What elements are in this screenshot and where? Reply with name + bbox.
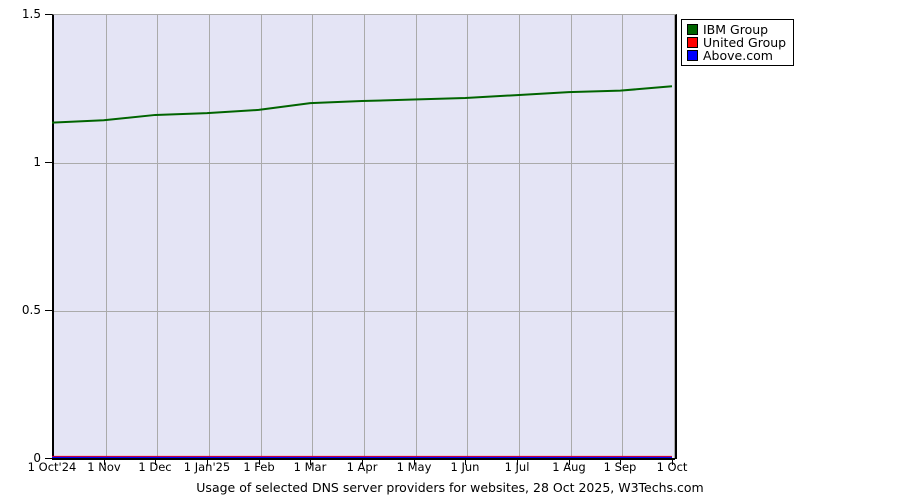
x-axis-label: 1 Dec <box>138 460 172 474</box>
y-axis-label: 0.5 <box>21 303 41 317</box>
series-line-ibm-group <box>52 86 672 122</box>
x-axis-label: 1 Oct <box>656 460 688 474</box>
x-tick-mark <box>104 460 105 465</box>
y-tick-mark <box>45 458 52 459</box>
x-tick-mark <box>362 460 363 465</box>
x-tick-mark <box>465 460 466 465</box>
x-tick-mark <box>672 460 673 465</box>
legend-color-swatch-above-com <box>687 50 698 61</box>
x-axis <box>52 458 675 460</box>
x-tick-mark <box>259 460 260 465</box>
x-axis-label: 1 Jun <box>450 460 480 474</box>
x-axis-label: 1 Jul <box>504 460 530 474</box>
x-axis-label: 1 Feb <box>243 460 275 474</box>
x-tick-mark <box>207 460 208 465</box>
gridline-vertical <box>209 15 210 459</box>
legend-item[interactable]: IBM Group <box>687 23 786 36</box>
gridline-vertical <box>674 15 675 459</box>
legend-color-swatch-united-group <box>687 37 698 48</box>
x-tick-mark <box>414 460 415 465</box>
legend-color-swatch-ibm-group <box>687 24 698 35</box>
legend-item[interactable]: United Group <box>687 36 786 49</box>
gridline-vertical <box>261 15 262 459</box>
x-axis-label: 1 Jan'25 <box>183 460 231 474</box>
gridline-vertical <box>519 15 520 459</box>
x-axis-label: 1 Apr <box>346 460 378 474</box>
gridline-horizontal <box>54 311 675 312</box>
gridline-vertical <box>312 15 313 459</box>
y-axis-label: 1.5 <box>21 7 41 21</box>
x-tick-mark <box>620 460 621 465</box>
y-axis-label: 1 <box>33 155 41 169</box>
y-tick-mark <box>45 310 52 311</box>
x-axis-label: 1 Aug <box>552 460 586 474</box>
gridline-vertical <box>106 15 107 459</box>
x-tick-mark <box>517 460 518 465</box>
x-tick-mark <box>155 460 156 465</box>
series-layer <box>52 14 673 458</box>
legend: IBM Group United Group Above.com <box>681 19 795 66</box>
gridline-vertical <box>157 15 158 459</box>
y-tick-mark <box>45 162 52 163</box>
x-axis-label: 1 Sep <box>603 460 637 474</box>
legend-item[interactable]: Above.com <box>687 49 786 62</box>
x-axis-label: 1 May <box>396 460 432 474</box>
gridline-vertical <box>622 15 623 459</box>
y-tick-mark <box>45 14 52 15</box>
y-axis-label: 0 <box>33 451 41 465</box>
gridline-vertical <box>571 15 572 459</box>
plot-area <box>52 14 677 459</box>
x-axis-label: 1 Mar <box>293 460 327 474</box>
gridline-vertical <box>364 15 365 459</box>
x-tick-mark <box>569 460 570 465</box>
chart-caption: Usage of selected DNS server providers f… <box>196 480 704 495</box>
x-axis-label: 1 Nov <box>87 460 121 474</box>
gridline-vertical <box>467 15 468 459</box>
x-axis-label: 1 Oct'24 <box>27 460 77 474</box>
gridline-vertical <box>416 15 417 459</box>
gridline-horizontal <box>54 163 675 164</box>
legend-label-united-group: United Group <box>703 35 787 50</box>
x-tick-mark <box>310 460 311 465</box>
legend-label-ibm-group: IBM Group <box>703 22 769 37</box>
legend-label-above-com: Above.com <box>703 48 773 63</box>
